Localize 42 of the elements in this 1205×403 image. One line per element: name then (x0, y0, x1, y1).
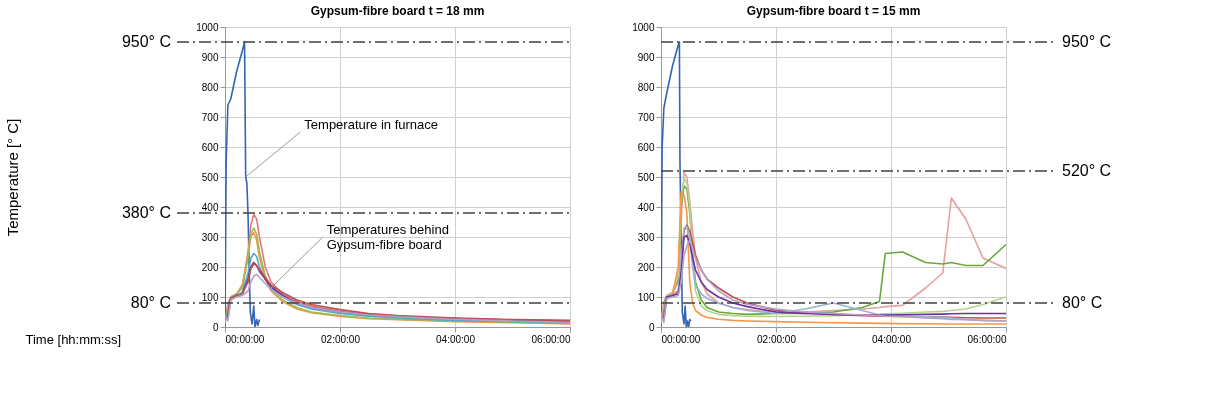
x-tick-label: 00:00:00 (661, 333, 701, 345)
chart-title: Gypsum-fibre board t = 15 mm (746, 4, 921, 18)
y-axis-title: Temperature [° C] (4, 118, 22, 237)
y-tick-label: 100 (201, 291, 219, 303)
y-tick-label: 700 (637, 111, 655, 123)
y-tick-label: 800 (201, 81, 219, 93)
y-tick-label: 400 (637, 201, 655, 213)
y-tick-label: 700 (201, 111, 219, 123)
y-tick-label: 500 (201, 171, 219, 183)
y-tick-label: 1000 (196, 21, 219, 33)
annotation: Temperatures behind Gypsum-fibre board (326, 222, 449, 252)
y-tick-label: 200 (637, 261, 655, 273)
x-tick-label: 06:00:00 (531, 333, 571, 345)
x-tick-label: 02:00:00 (321, 333, 361, 345)
y-tick-label: 900 (201, 51, 219, 63)
x-tick-label: 04:00:00 (436, 333, 476, 345)
ref-line-label: 950° C (1062, 33, 1112, 50)
ref-line-label: 80° C (1062, 294, 1103, 311)
y-tick-label: 900 (637, 51, 655, 63)
y-tick-label: 1000 (632, 21, 655, 33)
y-tick-label: 100 (637, 291, 655, 303)
x-tick-label: 04:00:00 (872, 333, 912, 345)
y-tick-label: 0 (212, 321, 219, 333)
chart-title: Gypsum-fibre board t = 18 mm (310, 4, 485, 18)
y-tick-label: 400 (201, 201, 219, 213)
y-tick-label: 600 (637, 141, 655, 153)
annotation: Temperature in furnace (304, 117, 439, 132)
y-tick-label: 600 (201, 141, 219, 153)
x-tick-label: 02:00:00 (757, 333, 797, 345)
x-tick-label: 06:00:00 (967, 333, 1007, 345)
y-tick-label: 0 (648, 321, 655, 333)
y-tick-label: 200 (201, 261, 219, 273)
y-tick-label: 300 (637, 231, 655, 243)
y-tick-label: 500 (637, 171, 655, 183)
x-axis-title: Time [hh:mm:ss] (25, 331, 122, 347)
ref-line-label: 950° C (121, 33, 171, 50)
y-tick-label: 300 (201, 231, 219, 243)
ref-line-label: 520° C (1062, 162, 1112, 179)
x-tick-label: 00:00:00 (225, 333, 265, 345)
ref-line-label: 80° C (130, 294, 171, 311)
y-tick-label: 800 (637, 81, 655, 93)
ref-line-label: 380° C (121, 204, 171, 221)
